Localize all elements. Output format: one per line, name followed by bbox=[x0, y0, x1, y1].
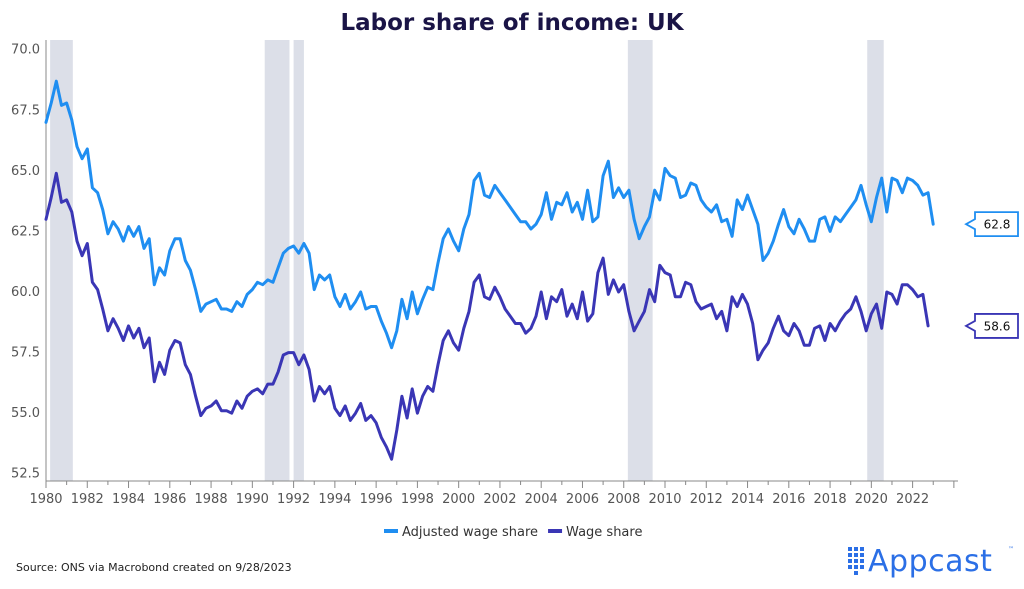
x-tick-label: 2022 bbox=[896, 492, 929, 507]
legend-item-0: Adjusted wage share bbox=[384, 525, 538, 540]
x-tick-label: 1992 bbox=[277, 492, 310, 507]
x-tick-label: 2002 bbox=[483, 492, 516, 507]
appcast-logo-text: Appcast bbox=[868, 544, 993, 579]
legend: Adjusted wage share Wage share bbox=[384, 525, 642, 540]
callout-0: 62.8 bbox=[964, 211, 1019, 238]
x-tick-label: 1996 bbox=[360, 492, 393, 507]
y-tick-label: 65.0 bbox=[11, 164, 40, 179]
y-tick-label: 57.5 bbox=[11, 346, 40, 361]
recession-band-4 bbox=[867, 40, 884, 481]
x-tick-label: 1988 bbox=[195, 492, 228, 507]
x-tick-label: 2018 bbox=[814, 492, 847, 507]
y-tick-label: 52.5 bbox=[11, 467, 40, 482]
y-tick-label: 67.5 bbox=[11, 103, 40, 118]
recession-bands bbox=[50, 40, 884, 481]
series-line-1 bbox=[44, 171, 930, 461]
callout-1: 58.6 bbox=[964, 313, 1019, 339]
x-tick-label: 2004 bbox=[525, 492, 558, 507]
appcast-logo-icon bbox=[848, 547, 864, 575]
legend-label: Adjusted wage share bbox=[402, 525, 538, 540]
x-tick-label: 2006 bbox=[566, 492, 599, 507]
series-lines bbox=[44, 79, 935, 461]
x-tick-label: 1994 bbox=[318, 492, 351, 507]
recession-band-3 bbox=[627, 40, 653, 481]
callout-box bbox=[964, 313, 1019, 339]
x-tick-label: 2012 bbox=[690, 492, 723, 507]
y-tick-label: 70.0 bbox=[11, 43, 40, 58]
end-value-callouts: 62.8 58.6 bbox=[964, 211, 1019, 339]
callout-value: 62.8 bbox=[984, 218, 1011, 232]
chart-title: Labor share of income: UK bbox=[340, 10, 684, 36]
callout-value: 58.6 bbox=[984, 319, 1011, 333]
x-tick-label: 2010 bbox=[648, 492, 681, 507]
x-tick-label: 1998 bbox=[401, 492, 434, 507]
x-tick-label: 2016 bbox=[772, 492, 805, 507]
y-tick-label: 55.0 bbox=[11, 406, 40, 421]
recession-band-0 bbox=[50, 40, 73, 481]
legend-label: Wage share bbox=[566, 525, 642, 540]
x-tick-label: 2000 bbox=[442, 492, 475, 507]
legend-item-1: Wage share bbox=[548, 525, 642, 540]
appcast-logo-trademark: ™ bbox=[1008, 546, 1014, 553]
x-tick-label: 2014 bbox=[731, 492, 764, 507]
y-tick-label: 62.5 bbox=[11, 224, 40, 239]
x-tick-label: 1986 bbox=[153, 492, 186, 507]
y-tick-label: 60.0 bbox=[11, 285, 40, 300]
x-tick-label: 1982 bbox=[71, 492, 104, 507]
x-tick-label: 1990 bbox=[236, 492, 269, 507]
x-tick-label: 1984 bbox=[112, 492, 145, 507]
source-note: Source: ONS via Macrobond created on 9/2… bbox=[16, 561, 292, 574]
recession-band-1 bbox=[264, 40, 290, 481]
x-tick-label: 2008 bbox=[607, 492, 640, 507]
callout-box bbox=[964, 211, 1019, 238]
axes: 52.5 55.0 57.5 60.0 62.5 65.0 67.5 70.0 1980 1982… bbox=[11, 40, 958, 507]
x-tick-label: 1980 bbox=[29, 492, 62, 507]
x-tick-label: 2020 bbox=[855, 492, 888, 507]
recession-band-2 bbox=[293, 40, 304, 481]
series-line-0 bbox=[44, 79, 935, 350]
